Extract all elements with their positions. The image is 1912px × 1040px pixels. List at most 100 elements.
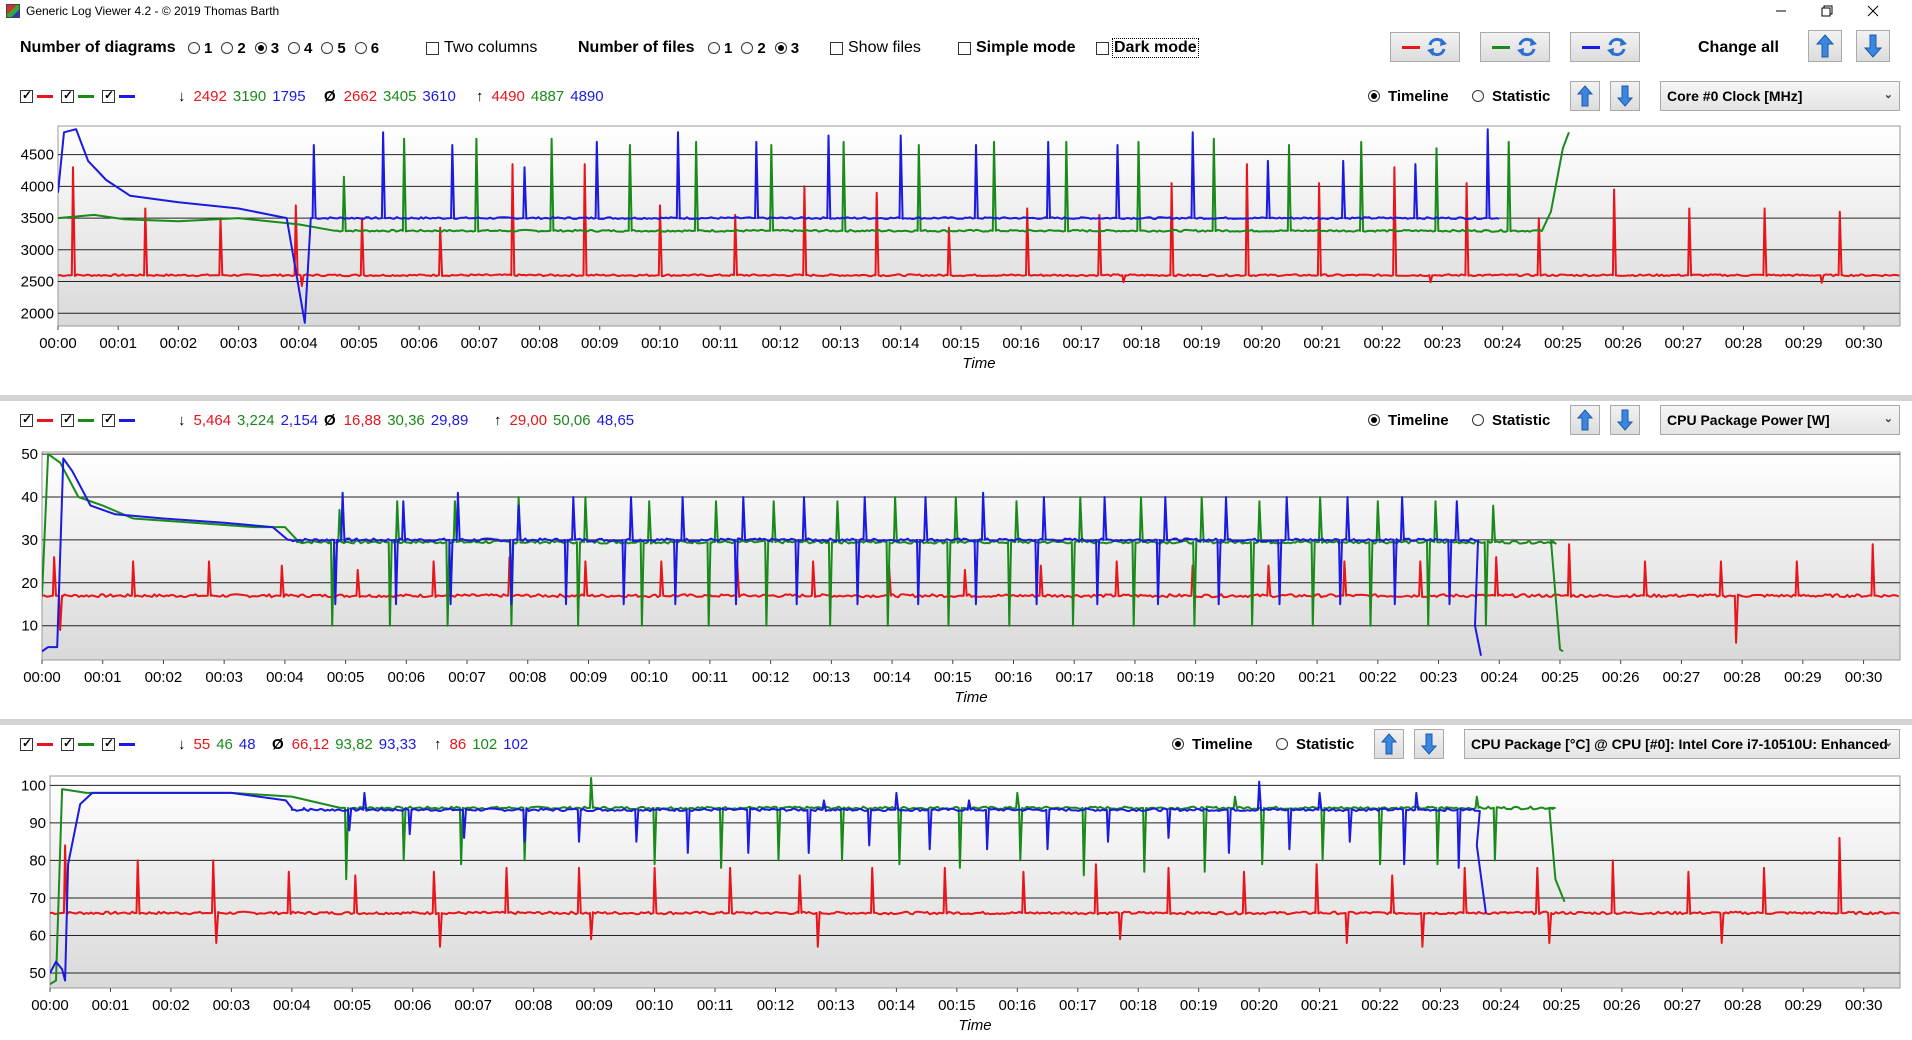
restore-icon[interactable] [1804, 0, 1850, 22]
show-files-option[interactable]: Show files [830, 28, 921, 68]
timeline-option[interactable]: Timeline [1368, 404, 1449, 436]
files-option-3[interactable]: 3 [774, 40, 799, 57]
two-columns-checkbox[interactable] [426, 41, 439, 55]
timeline-option[interactable]: Timeline [1368, 80, 1449, 112]
diagrams-radio-3[interactable] [254, 42, 267, 54]
x-tick-label: 00:17 [1059, 997, 1097, 1014]
sensor-next-button[interactable] [1414, 729, 1444, 759]
series-1-checkbox[interactable] [20, 736, 33, 751]
simple-mode-checkbox[interactable] [958, 41, 971, 55]
sensor-prev-button[interactable] [1570, 405, 1600, 435]
max-value-series-3: 102 [503, 735, 529, 753]
diagrams-radio-4[interactable] [288, 42, 301, 54]
statistic-radio[interactable] [1472, 414, 1484, 426]
diagrams-radio-6[interactable] [354, 42, 367, 54]
files-option-1[interactable]: 1 [708, 40, 732, 57]
series-2-checkbox[interactable] [61, 736, 74, 751]
panel-separator[interactable] [0, 395, 1912, 401]
sensor-next-button[interactable] [1610, 405, 1640, 435]
diagrams-option-4[interactable]: 4 [288, 40, 312, 57]
series-3-checkbox[interactable] [102, 736, 115, 751]
statistic-option[interactable]: Statistic [1472, 80, 1550, 112]
series-2-checkbox[interactable] [61, 88, 74, 103]
swap-blue-button[interactable] [1570, 32, 1640, 62]
minimize-icon[interactable] [1758, 0, 1804, 22]
swap-green-button[interactable] [1480, 32, 1550, 62]
diagrams-option-2[interactable]: 2 [221, 40, 246, 57]
x-tick-label: 00:21 [1303, 335, 1341, 352]
two-columns-option[interactable]: Two columns [426, 28, 537, 68]
series-2-checkbox[interactable] [61, 412, 74, 427]
x-tick-label: 00:16 [999, 997, 1037, 1014]
series-3-checkbox[interactable] [102, 88, 115, 103]
diagrams-option-1[interactable]: 1 [188, 40, 212, 57]
max-value-series-2: 4887 [530, 87, 565, 105]
series-1-color-icon [37, 94, 53, 98]
x-tick-label: 00:19 [1183, 335, 1221, 352]
max-symbol: ↑ [476, 87, 484, 105]
x-tick-label: 00:00 [31, 997, 69, 1014]
sensor-prev-button[interactable] [1570, 81, 1600, 111]
x-tick-label: 00:05 [334, 997, 372, 1014]
diagrams-radio-5[interactable] [321, 42, 334, 54]
dark-mode-checkbox[interactable] [1096, 41, 1109, 55]
y-tick-label: 50 [21, 446, 38, 463]
swap-icon [1517, 37, 1537, 57]
timeline-radio[interactable] [1368, 414, 1380, 426]
x-tick-label: 00:11 [692, 669, 728, 686]
close-icon[interactable] [1850, 0, 1896, 22]
dark-mode-option[interactable]: Dark mode [1096, 28, 1199, 68]
x-tick-label: 00:30 [1845, 335, 1883, 352]
panel-separator[interactable] [0, 719, 1912, 725]
avg-value-series-2: 93,82 [335, 735, 373, 753]
sensor-select[interactable]: CPU Package [°C] @ CPU [#0]: Intel Core … [1464, 729, 1900, 759]
y-tick-label: 2000 [21, 305, 54, 322]
timeline-radio[interactable] [1172, 738, 1184, 750]
files-label: Number of files [578, 39, 695, 56]
series-2-line [58, 131, 1570, 233]
app-icon [6, 4, 20, 18]
max-value-series-2: 102 [472, 735, 498, 753]
series-3-color-icon [119, 94, 135, 98]
swap-red-button[interactable] [1390, 32, 1460, 62]
chevron-down-icon: ⌄ [1883, 413, 1893, 425]
max-symbol: ↑ [434, 735, 442, 753]
statistic-option[interactable]: Statistic [1472, 404, 1550, 436]
simple-mode-option[interactable]: Simple mode [958, 28, 1076, 68]
x-tick-label: 00:25 [1544, 335, 1582, 352]
min-value-series-2: 46 [216, 735, 233, 753]
series-1-color-icon [37, 742, 53, 746]
y-tick-label: 90 [29, 815, 46, 832]
files-radio-1[interactable] [708, 42, 720, 54]
files-radio-2[interactable] [741, 42, 754, 54]
arrow-down-icon [1864, 34, 1882, 58]
y-tick-label: 80 [29, 852, 46, 869]
x-tick-label: 00:17 [1055, 669, 1093, 686]
sensor-next-button[interactable] [1610, 81, 1640, 111]
diagrams-option-3[interactable]: 3 [254, 40, 279, 57]
min-value-series-3: 48 [238, 735, 256, 753]
series-3-checkbox[interactable] [102, 412, 115, 427]
statistic-radio[interactable] [1276, 738, 1288, 750]
sensor-prev-button[interactable] [1374, 729, 1404, 759]
series-1-checkbox[interactable] [20, 88, 33, 103]
x-tick-label: 00:10 [630, 669, 668, 686]
show-files-checkbox[interactable] [830, 41, 843, 55]
series-1-checkbox[interactable] [20, 412, 33, 427]
files-option-2[interactable]: 2 [741, 40, 766, 57]
change-all-down-button[interactable] [1856, 30, 1890, 62]
sensor-select[interactable]: CPU Package Power [W] ⌄ [1660, 405, 1900, 435]
files-radio-3[interactable] [774, 42, 787, 54]
diagrams-option-6[interactable]: 6 [354, 40, 379, 57]
x-tick-label: 00:24 [1480, 669, 1518, 686]
diagrams-option-5[interactable]: 5 [321, 40, 346, 57]
diagrams-radio-2[interactable] [221, 42, 234, 54]
statistic-radio[interactable] [1472, 90, 1484, 102]
diagrams-radio-1[interactable] [188, 42, 200, 54]
x-tick-label: 00:22 [1359, 669, 1397, 686]
statistic-option[interactable]: Statistic [1276, 728, 1354, 760]
timeline-option[interactable]: Timeline [1172, 728, 1253, 760]
timeline-radio[interactable] [1368, 90, 1380, 102]
change-all-up-button[interactable] [1808, 30, 1842, 62]
sensor-select[interactable]: Core #0 Clock [MHz] ⌄ [1660, 81, 1900, 111]
